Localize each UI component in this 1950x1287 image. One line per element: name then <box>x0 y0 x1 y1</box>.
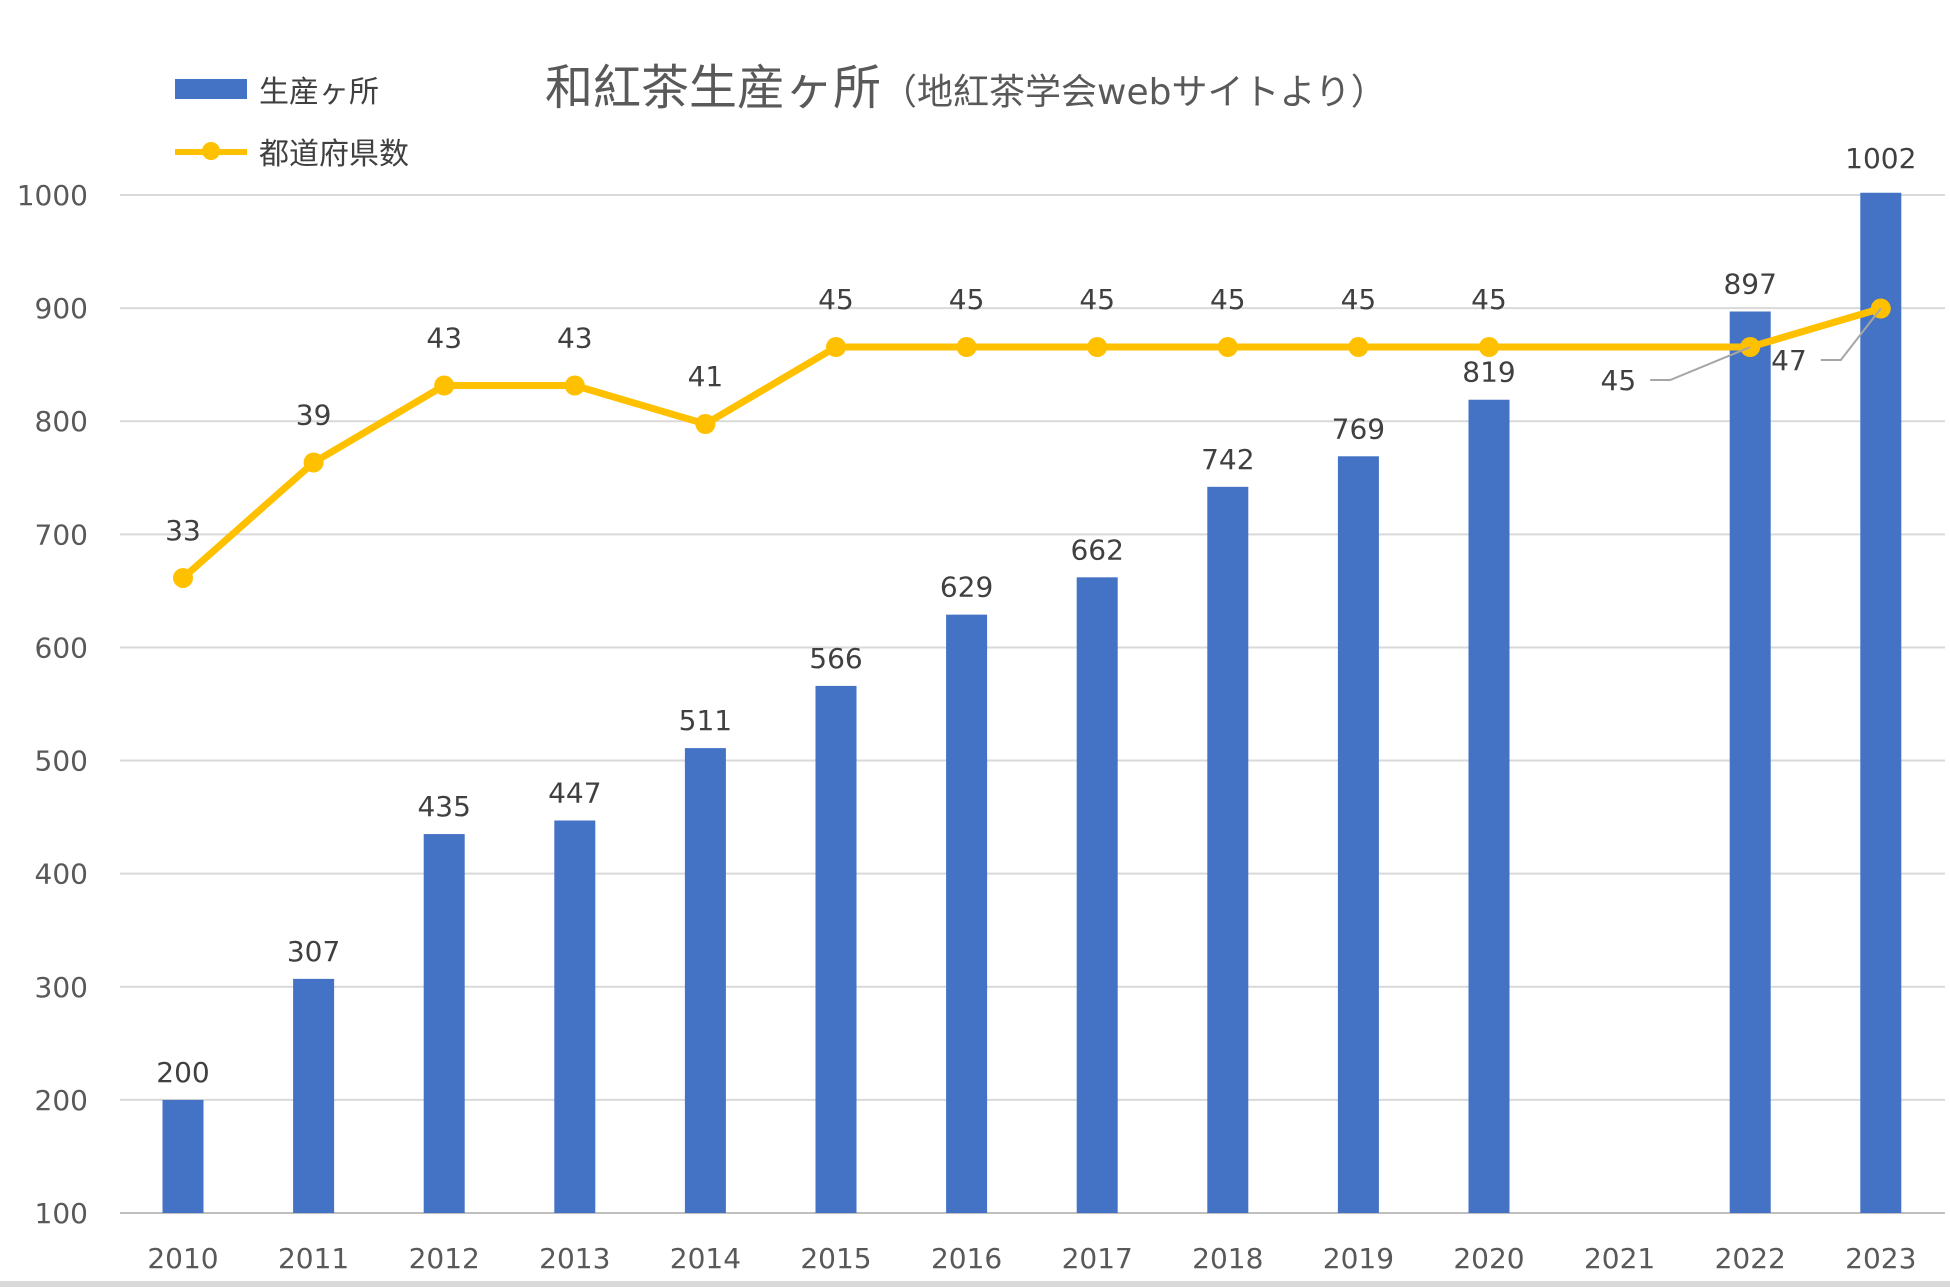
bar-data-label: 819 <box>1462 356 1515 389</box>
line-marker <box>1217 337 1238 358</box>
line-marker <box>1348 337 1369 358</box>
x-tick-label: 2017 <box>1062 1242 1133 1275</box>
legend-line-swatch <box>175 141 247 161</box>
bar <box>1468 399 1510 1214</box>
bar <box>293 978 335 1213</box>
leader-line <box>1820 307 1882 361</box>
y-tick-label: 200 <box>35 1084 88 1117</box>
line-marker <box>564 375 585 396</box>
legend-item-line: 都道府県数 <box>175 120 409 182</box>
y-tick-label: 400 <box>35 858 88 891</box>
legend-item-bar: 生産ヶ所 <box>175 58 409 120</box>
y-tick-label: 100 <box>35 1197 88 1230</box>
bar <box>946 614 988 1213</box>
line-data-label: 45 <box>818 283 854 316</box>
bar <box>815 685 857 1213</box>
line-data-label: 45 <box>1341 283 1377 316</box>
x-tick-label: 2023 <box>1845 1242 1916 1275</box>
x-tick-label: 2011 <box>278 1242 349 1275</box>
legend-bar-swatch <box>175 79 247 99</box>
line-data-label: 47 <box>1771 344 1807 377</box>
x-tick-label: 2020 <box>1453 1242 1524 1275</box>
chart-title: 和紅茶生産ヶ所（地紅茶学会webサイトより） <box>545 60 1387 116</box>
line-marker <box>956 337 977 358</box>
x-tick-label: 2016 <box>931 1242 1002 1275</box>
bar-data-label: 629 <box>940 571 993 604</box>
bar-data-label: 200 <box>156 1056 209 1089</box>
legend-label-bar: 生産ヶ所 <box>259 75 379 110</box>
bar-data-label: 662 <box>1070 533 1123 566</box>
bar-data-label: 742 <box>1201 443 1254 476</box>
line-data-label: 45 <box>949 283 985 316</box>
line-data-label: 33 <box>165 514 201 547</box>
x-tick-label: 2013 <box>539 1242 610 1275</box>
line-data-label: 41 <box>688 360 724 393</box>
bar <box>684 748 726 1213</box>
line-marker <box>173 567 193 588</box>
bar-data-label: 897 <box>1723 268 1776 301</box>
line-marker <box>434 375 455 396</box>
x-tick-label: 2010 <box>147 1242 218 1275</box>
bar-data-label: 511 <box>679 704 732 737</box>
y-tick-label: 1000 <box>17 179 88 212</box>
bar <box>423 834 465 1213</box>
legend: 生産ヶ所 都道府県数 <box>175 58 409 182</box>
line-data-label: 45 <box>1471 283 1507 316</box>
x-tick-label: 2021 <box>1584 1242 1655 1275</box>
bar <box>554 820 596 1213</box>
x-tick-label: 2022 <box>1715 1242 1786 1275</box>
leader-line <box>1650 346 1751 381</box>
bar-data-label: 769 <box>1332 412 1385 445</box>
legend-label-line: 都道府県数 <box>259 137 409 172</box>
bar <box>162 1099 204 1213</box>
bar-data-label: 307 <box>287 935 340 968</box>
bottom-border <box>0 1281 1950 1287</box>
bar <box>1860 192 1902 1213</box>
bar-data-label: 447 <box>548 777 601 810</box>
bar <box>1207 486 1249 1213</box>
line-data-label: 45 <box>1079 283 1115 316</box>
line-marker <box>826 337 846 358</box>
line-marker <box>303 452 324 473</box>
bar <box>1729 311 1771 1213</box>
line-marker <box>695 414 716 435</box>
x-tick-label: 2014 <box>670 1242 741 1275</box>
chart-subtitle: （地紅茶学会webサイトより） <box>881 72 1387 113</box>
bar <box>1076 577 1118 1213</box>
x-tick-label: 2015 <box>800 1242 871 1275</box>
bar <box>1337 456 1379 1214</box>
x-tick-label: 2019 <box>1323 1242 1394 1275</box>
x-tick-label: 2018 <box>1192 1242 1263 1275</box>
line-data-label: 39 <box>296 398 332 431</box>
line-data-label: 43 <box>557 322 593 355</box>
y-tick-label: 500 <box>35 745 88 778</box>
bar-data-label: 435 <box>417 790 470 823</box>
y-tick-label: 900 <box>35 292 88 325</box>
line-marker <box>1479 337 1499 358</box>
bar-data-label: 1002 <box>1845 142 1916 175</box>
y-tick-label: 800 <box>35 405 88 438</box>
bar-data-label: 566 <box>809 642 862 675</box>
y-tick-label: 700 <box>35 518 88 551</box>
line-data-label: 45 <box>1601 364 1637 397</box>
y-tick-label: 600 <box>35 631 88 664</box>
x-tick-label: 2012 <box>409 1242 480 1275</box>
line-data-label: 45 <box>1210 283 1246 316</box>
line-data-label: 43 <box>426 322 462 355</box>
y-tick-label: 300 <box>35 971 88 1004</box>
line-marker <box>1087 337 1108 358</box>
